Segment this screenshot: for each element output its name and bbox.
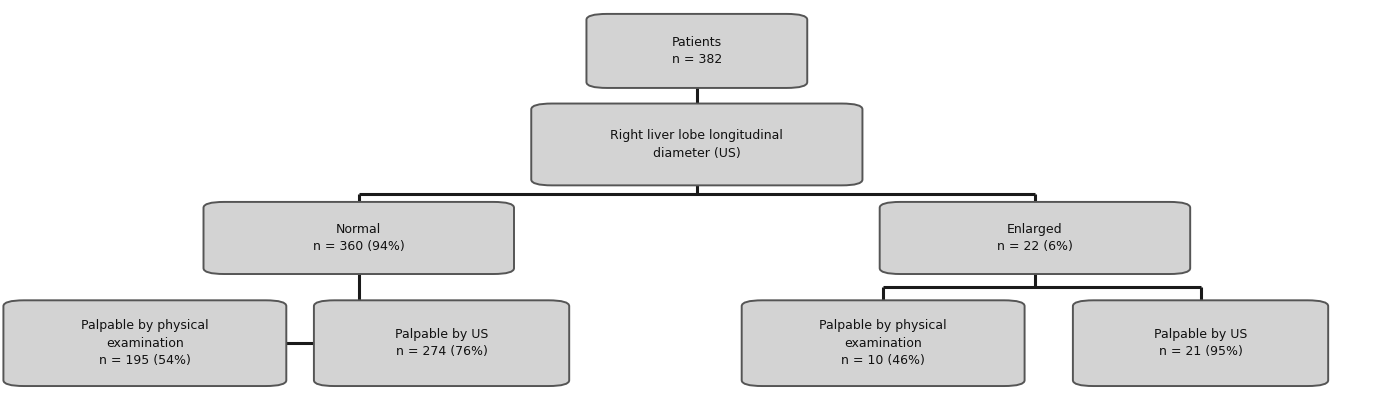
FancyBboxPatch shape — [531, 103, 862, 185]
FancyBboxPatch shape — [741, 300, 1025, 386]
Text: Normal
n = 360 (94%): Normal n = 360 (94%) — [313, 223, 405, 253]
FancyBboxPatch shape — [3, 300, 287, 386]
FancyBboxPatch shape — [1072, 300, 1328, 386]
Text: Patients
n = 382: Patients n = 382 — [672, 36, 722, 66]
FancyBboxPatch shape — [314, 300, 569, 386]
Text: Palpable by physical
examination
n = 10 (46%): Palpable by physical examination n = 10 … — [819, 319, 947, 367]
Text: Enlarged
n = 22 (6%): Enlarged n = 22 (6%) — [997, 223, 1072, 253]
Text: Palpable by US
n = 274 (76%): Palpable by US n = 274 (76%) — [395, 328, 488, 359]
FancyBboxPatch shape — [203, 202, 515, 274]
Text: Right liver lobe longitudinal
diameter (US): Right liver lobe longitudinal diameter (… — [611, 129, 783, 160]
Text: Palpable by US
n = 21 (95%): Palpable by US n = 21 (95%) — [1155, 328, 1248, 359]
Text: Palpable by physical
examination
n = 195 (54%): Palpable by physical examination n = 195… — [81, 319, 209, 367]
FancyBboxPatch shape — [587, 14, 807, 88]
FancyBboxPatch shape — [879, 202, 1191, 274]
